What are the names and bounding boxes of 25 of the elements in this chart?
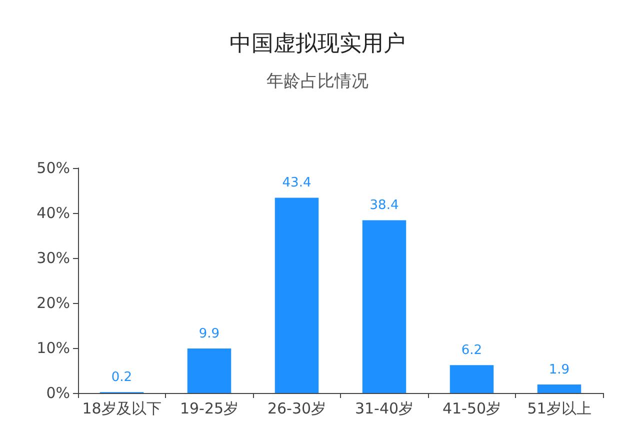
data-label: 38.4: [370, 198, 399, 214]
x-tick-label: 51岁以上: [527, 400, 592, 418]
x-tick-label: 31-40岁: [354, 400, 414, 418]
data-label: 1.9: [548, 362, 570, 378]
x-tick-label: 26-30岁: [267, 400, 326, 418]
y-tick-label: 10%: [36, 339, 70, 357]
bar: [274, 198, 319, 393]
y-tick-label: 40%: [36, 204, 70, 222]
x-tick-label: 19-25岁: [180, 400, 239, 418]
bar: [187, 348, 232, 393]
bar: [537, 384, 582, 393]
chart-subtitle: 年龄占比情况: [266, 72, 368, 92]
x-tick-label: 18岁及以下: [82, 400, 162, 418]
data-label: 6.2: [461, 343, 482, 358]
y-tick-label: 0%: [46, 384, 70, 402]
data-label: 0.2: [111, 370, 132, 386]
data-label: 9.9: [198, 326, 220, 342]
y-tick-label: 20%: [36, 294, 70, 312]
data-label: 43.4: [282, 176, 312, 191]
y-tick-label: 50%: [36, 159, 70, 177]
bar: [450, 365, 494, 393]
x-tick-label: 41-50岁: [442, 400, 502, 418]
y-tick-label: 30%: [36, 249, 70, 267]
chart-title: 中国虚拟现实用户: [230, 32, 406, 56]
bar: [362, 220, 406, 393]
